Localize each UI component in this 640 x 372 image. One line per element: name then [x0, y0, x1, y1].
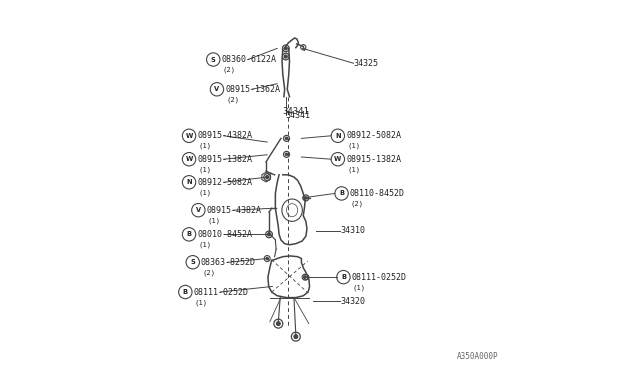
Text: B: B	[339, 190, 344, 196]
Text: 34341: 34341	[283, 107, 310, 116]
Text: B: B	[183, 289, 188, 295]
Text: (1): (1)	[347, 166, 360, 173]
Circle shape	[304, 276, 306, 278]
Text: (1): (1)	[207, 217, 221, 224]
Circle shape	[284, 47, 287, 50]
Text: A350A000P: A350A000P	[457, 352, 499, 361]
Circle shape	[305, 197, 307, 199]
Text: 08010-8452A: 08010-8452A	[197, 230, 252, 239]
Text: (2): (2)	[351, 201, 364, 207]
Text: (1): (1)	[198, 241, 211, 248]
Text: 08915-1362A: 08915-1362A	[225, 85, 280, 94]
Text: 08915-1382A: 08915-1382A	[346, 155, 401, 164]
Text: 08111-0252D: 08111-0252D	[193, 288, 248, 296]
Circle shape	[294, 335, 298, 339]
Text: V: V	[196, 207, 201, 213]
Text: (1): (1)	[198, 166, 211, 173]
Text: S: S	[211, 57, 216, 62]
Text: (2): (2)	[202, 269, 215, 276]
Text: 08360-6122A: 08360-6122A	[221, 55, 276, 64]
Text: N: N	[335, 133, 340, 139]
Text: (1): (1)	[195, 299, 208, 306]
Circle shape	[266, 176, 269, 179]
Circle shape	[285, 153, 287, 155]
Text: (1): (1)	[347, 143, 360, 150]
Text: S: S	[191, 259, 195, 265]
Text: 08912-5082A: 08912-5082A	[346, 131, 401, 140]
Circle shape	[266, 257, 268, 260]
Text: (2): (2)	[223, 67, 236, 73]
Text: 34310: 34310	[340, 226, 365, 235]
Circle shape	[276, 322, 280, 326]
Text: (1): (1)	[198, 143, 211, 150]
Text: 34325: 34325	[353, 59, 378, 68]
Text: B: B	[341, 274, 346, 280]
Text: 08111-0252D: 08111-0252D	[351, 273, 406, 282]
Text: N: N	[186, 179, 192, 185]
Text: 08915-1382A: 08915-1382A	[197, 155, 252, 164]
Circle shape	[285, 137, 287, 140]
Text: (2): (2)	[227, 96, 239, 103]
Text: 08363-8252D: 08363-8252D	[201, 258, 256, 267]
Text: W: W	[186, 133, 193, 139]
Text: W: W	[334, 156, 342, 162]
Text: 08915-4382A: 08915-4382A	[207, 206, 262, 215]
Text: 34341: 34341	[286, 111, 311, 120]
Text: 08915-4382A: 08915-4382A	[197, 131, 252, 140]
Circle shape	[268, 233, 271, 236]
Circle shape	[284, 55, 287, 58]
Text: W: W	[186, 156, 193, 162]
Text: B: B	[186, 231, 191, 237]
Text: (1): (1)	[353, 284, 366, 291]
Text: 34320: 34320	[340, 297, 365, 306]
Text: V: V	[214, 86, 220, 92]
Text: (1): (1)	[198, 189, 211, 196]
Text: 08110-8452D: 08110-8452D	[349, 189, 404, 198]
Text: 08912-5082A: 08912-5082A	[197, 178, 252, 187]
